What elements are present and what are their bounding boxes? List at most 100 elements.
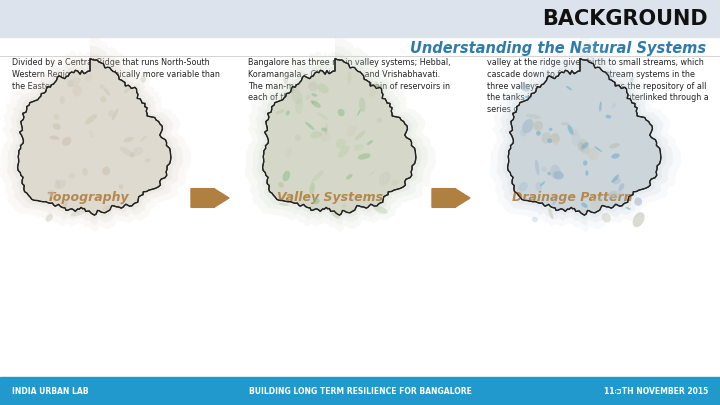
Ellipse shape [548, 209, 554, 219]
Ellipse shape [312, 171, 324, 182]
Ellipse shape [580, 139, 590, 154]
Ellipse shape [633, 212, 644, 227]
Ellipse shape [286, 111, 290, 115]
Ellipse shape [100, 96, 107, 102]
Ellipse shape [310, 131, 322, 139]
Ellipse shape [313, 198, 320, 204]
Ellipse shape [102, 205, 112, 211]
Ellipse shape [366, 140, 373, 145]
Ellipse shape [571, 129, 578, 136]
Ellipse shape [634, 198, 642, 206]
Ellipse shape [609, 143, 620, 149]
Ellipse shape [594, 146, 602, 152]
Ellipse shape [82, 168, 88, 176]
Polygon shape [508, 58, 661, 215]
Ellipse shape [141, 75, 146, 83]
Ellipse shape [369, 171, 375, 176]
Ellipse shape [583, 160, 588, 166]
Ellipse shape [566, 86, 572, 90]
Polygon shape [497, 45, 673, 225]
Ellipse shape [606, 70, 611, 81]
Ellipse shape [45, 214, 53, 222]
Ellipse shape [85, 114, 97, 124]
Ellipse shape [50, 136, 59, 140]
Ellipse shape [520, 84, 530, 92]
Ellipse shape [140, 135, 147, 141]
Ellipse shape [72, 85, 81, 97]
Ellipse shape [373, 84, 381, 89]
Ellipse shape [535, 159, 539, 175]
Polygon shape [263, 58, 416, 215]
Ellipse shape [286, 148, 292, 158]
Ellipse shape [607, 190, 623, 197]
Ellipse shape [102, 166, 110, 175]
Text: Understanding the Natural Systems: Understanding the Natural Systems [410, 40, 706, 55]
Ellipse shape [536, 131, 541, 136]
Ellipse shape [309, 98, 318, 105]
Ellipse shape [346, 125, 357, 137]
Polygon shape [503, 52, 667, 220]
Ellipse shape [63, 200, 68, 209]
Ellipse shape [553, 171, 564, 179]
Ellipse shape [613, 178, 621, 184]
Ellipse shape [552, 138, 558, 146]
Ellipse shape [99, 84, 104, 89]
Ellipse shape [611, 153, 620, 159]
Ellipse shape [308, 81, 318, 91]
Ellipse shape [60, 96, 65, 104]
Ellipse shape [369, 82, 379, 97]
Ellipse shape [540, 181, 545, 186]
Ellipse shape [305, 122, 315, 130]
Ellipse shape [611, 175, 619, 183]
Ellipse shape [305, 95, 310, 100]
Ellipse shape [336, 139, 346, 149]
Ellipse shape [626, 207, 631, 210]
Ellipse shape [85, 73, 92, 81]
Text: BUILDING LONG TERM RESILIENCE FOR BANGALORE: BUILDING LONG TERM RESILIENCE FOR BANGAL… [248, 386, 472, 396]
Ellipse shape [599, 101, 602, 112]
Ellipse shape [311, 100, 314, 104]
Ellipse shape [518, 182, 528, 192]
Ellipse shape [541, 132, 552, 143]
Ellipse shape [357, 109, 361, 116]
Polygon shape [6, 45, 183, 225]
Ellipse shape [48, 190, 55, 197]
Ellipse shape [318, 83, 328, 94]
Ellipse shape [346, 174, 353, 179]
Ellipse shape [275, 109, 284, 114]
Text: Bangalore has three main valley systems; Hebbal,
Koramangala – Challaghatta and : Bangalore has three main valley systems;… [248, 58, 451, 102]
Ellipse shape [283, 75, 288, 84]
Ellipse shape [104, 87, 110, 96]
Ellipse shape [331, 210, 340, 218]
Ellipse shape [120, 147, 134, 157]
Ellipse shape [355, 130, 366, 141]
Polygon shape [191, 189, 229, 207]
Text: valley at the ridge gives birth to small streams, which
cascade down to form maj: valley at the ridge gives birth to small… [487, 58, 708, 114]
Ellipse shape [279, 202, 289, 206]
Ellipse shape [282, 171, 290, 181]
Ellipse shape [612, 103, 616, 108]
Ellipse shape [541, 167, 547, 172]
Ellipse shape [391, 180, 398, 185]
Text: INDIA URBAN LAB: INDIA URBAN LAB [12, 386, 89, 396]
Ellipse shape [279, 182, 284, 188]
Polygon shape [245, 36, 436, 232]
Ellipse shape [291, 89, 302, 104]
Ellipse shape [311, 93, 318, 97]
Ellipse shape [379, 172, 391, 185]
Ellipse shape [62, 137, 71, 146]
Ellipse shape [130, 152, 135, 158]
Ellipse shape [312, 101, 320, 108]
Text: Topography: Topography [47, 192, 130, 205]
Ellipse shape [552, 200, 557, 205]
Polygon shape [258, 52, 421, 220]
Ellipse shape [549, 128, 552, 131]
Ellipse shape [536, 181, 542, 192]
Ellipse shape [295, 98, 303, 114]
Ellipse shape [567, 125, 574, 135]
Ellipse shape [534, 121, 543, 131]
Ellipse shape [132, 147, 143, 156]
Polygon shape [432, 189, 470, 207]
Text: BACKGROUND: BACKGROUND [542, 9, 708, 29]
Ellipse shape [321, 128, 328, 132]
